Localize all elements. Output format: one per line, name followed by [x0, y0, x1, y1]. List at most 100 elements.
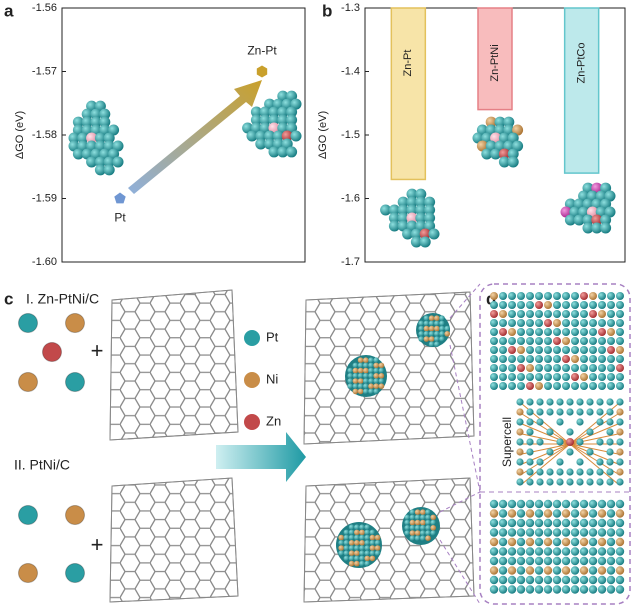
legend-label: Pt [266, 329, 279, 344]
atom [606, 556, 616, 566]
atom [597, 537, 607, 547]
atom [546, 428, 554, 436]
atom [570, 566, 580, 575]
atom [420, 525, 426, 531]
atom [598, 319, 606, 327]
atom [368, 388, 374, 395]
atom [526, 468, 534, 476]
atom [516, 418, 524, 426]
atom [586, 428, 594, 436]
atom [259, 114, 271, 126]
atom [566, 468, 574, 476]
atom [368, 357, 374, 364]
atom [508, 301, 516, 309]
atom [598, 364, 606, 372]
atom [498, 575, 508, 585]
atom [406, 188, 418, 200]
atom [246, 130, 258, 142]
atom [373, 373, 380, 379]
atom [290, 130, 302, 142]
panel-label: a [4, 1, 14, 20]
atom [607, 292, 615, 300]
y-tick-label: -1.7 [341, 256, 360, 268]
atom [616, 458, 624, 466]
atom [586, 468, 594, 476]
atom [388, 220, 400, 232]
atom [425, 530, 431, 536]
atom [369, 540, 376, 546]
atom [544, 310, 552, 318]
atom [552, 518, 562, 528]
atom [615, 509, 625, 518]
atom [571, 319, 579, 327]
atom [490, 319, 498, 327]
atom [606, 398, 614, 406]
atom [348, 550, 355, 556]
atom [415, 212, 427, 224]
atom [369, 550, 376, 556]
atom [580, 373, 588, 381]
y-tick-label: -1.3 [341, 2, 360, 14]
atom [363, 362, 369, 369]
atom [535, 310, 543, 318]
atom [415, 188, 427, 200]
atom [607, 364, 615, 372]
atom [589, 373, 597, 381]
atom [579, 566, 589, 575]
atom [616, 328, 624, 336]
atom [588, 537, 598, 547]
atom [420, 535, 426, 541]
plus-sign: + [91, 338, 104, 363]
atom [68, 132, 80, 144]
atom [517, 382, 525, 390]
atom [535, 319, 543, 327]
atom [430, 519, 437, 526]
atom [434, 336, 440, 342]
atom [573, 214, 585, 226]
atom [566, 478, 574, 486]
atom [579, 518, 589, 528]
atom [596, 468, 604, 476]
atom [90, 108, 102, 120]
atom [606, 418, 614, 426]
atom [490, 292, 498, 300]
atom [606, 428, 614, 436]
atom [566, 398, 574, 406]
atom [535, 292, 543, 300]
atom [354, 524, 360, 530]
atom [428, 320, 435, 327]
atom [552, 547, 562, 556]
atom [534, 547, 544, 556]
atom [589, 310, 597, 318]
atom [526, 438, 534, 446]
bar-label: Zn-PtCo [576, 43, 588, 84]
atom [582, 214, 594, 226]
atom [18, 505, 38, 525]
atom [434, 341, 440, 348]
atom [546, 478, 554, 486]
atom [347, 378, 354, 384]
atom [615, 528, 625, 537]
atom [526, 301, 534, 309]
atom [596, 438, 604, 446]
atom [580, 346, 588, 354]
atom [615, 566, 625, 575]
atom [586, 408, 594, 416]
legend-marker [244, 372, 260, 388]
atom [544, 337, 552, 345]
atom [499, 355, 507, 363]
atom [552, 528, 562, 537]
atom [354, 534, 360, 541]
atom [553, 292, 561, 300]
atom [526, 448, 534, 456]
atom [374, 540, 381, 546]
atom [571, 292, 579, 300]
atom [526, 428, 534, 436]
atom [516, 537, 526, 547]
atom [428, 325, 435, 332]
atom [525, 566, 535, 575]
atom [430, 525, 437, 531]
atom [561, 537, 571, 547]
atom [352, 383, 359, 390]
